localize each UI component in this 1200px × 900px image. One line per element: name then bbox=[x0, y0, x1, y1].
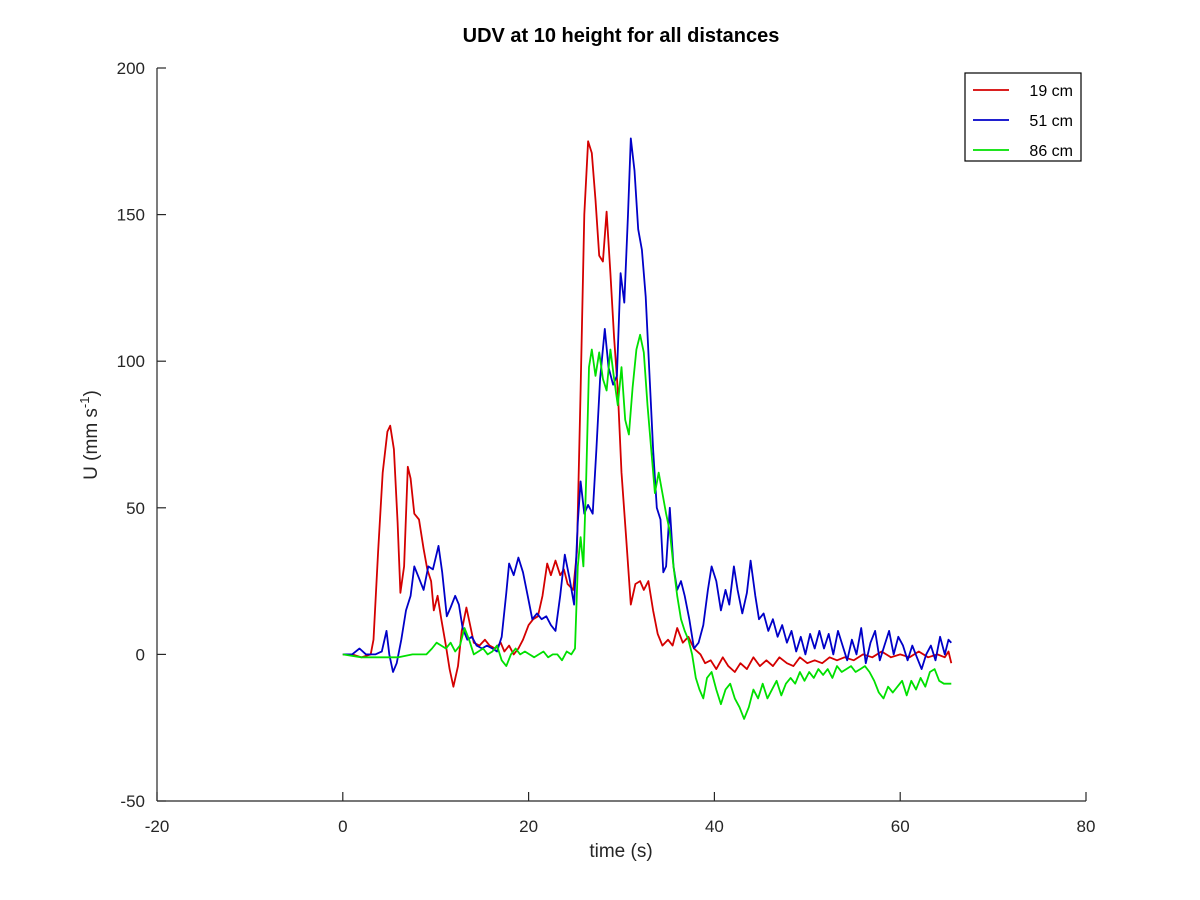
series-line-19-cm bbox=[342, 140, 953, 688]
y-tick-label: 100 bbox=[117, 352, 145, 371]
series-line-86-cm bbox=[342, 333, 952, 720]
x-tick-label: 20 bbox=[519, 817, 538, 836]
y-tick-label: -50 bbox=[120, 792, 145, 811]
series-layer bbox=[342, 137, 953, 720]
axes: -20 0 20 40 60 80 -50 0 50 100 150 200 bbox=[117, 59, 1096, 836]
legend-box bbox=[964, 72, 1082, 162]
y-axis-label-superscript: -1 bbox=[77, 397, 92, 409]
y-tick-label: 150 bbox=[117, 206, 145, 225]
legend: 19 cm 51 cm 86 cm bbox=[964, 72, 1082, 162]
legend-label-51-cm: 51 cm bbox=[1029, 113, 1073, 130]
y-axis-label: U (mm s-1) bbox=[77, 390, 102, 480]
legend-label-86-cm: 86 cm bbox=[1029, 143, 1073, 160]
x-tick-label: 60 bbox=[891, 817, 910, 836]
x-tick-label: -20 bbox=[145, 817, 170, 836]
y-tick-label: 200 bbox=[117, 59, 145, 78]
legend-label-19-cm: 19 cm bbox=[1029, 83, 1073, 100]
x-tick-label: 40 bbox=[705, 817, 724, 836]
x-tick-label: 80 bbox=[1077, 817, 1096, 836]
chart-title: UDV at 10 height for all distances bbox=[463, 25, 780, 47]
series-line-51-cm bbox=[342, 137, 952, 673]
x-axis-label: time (s) bbox=[589, 841, 652, 862]
y-axis-label-main: U (mm s bbox=[81, 408, 102, 480]
x-tick-label: 0 bbox=[338, 817, 347, 836]
y-tick-label: 0 bbox=[136, 645, 145, 664]
y-axis-label-close: ) bbox=[81, 390, 102, 396]
y-tick-label: 50 bbox=[126, 499, 145, 518]
